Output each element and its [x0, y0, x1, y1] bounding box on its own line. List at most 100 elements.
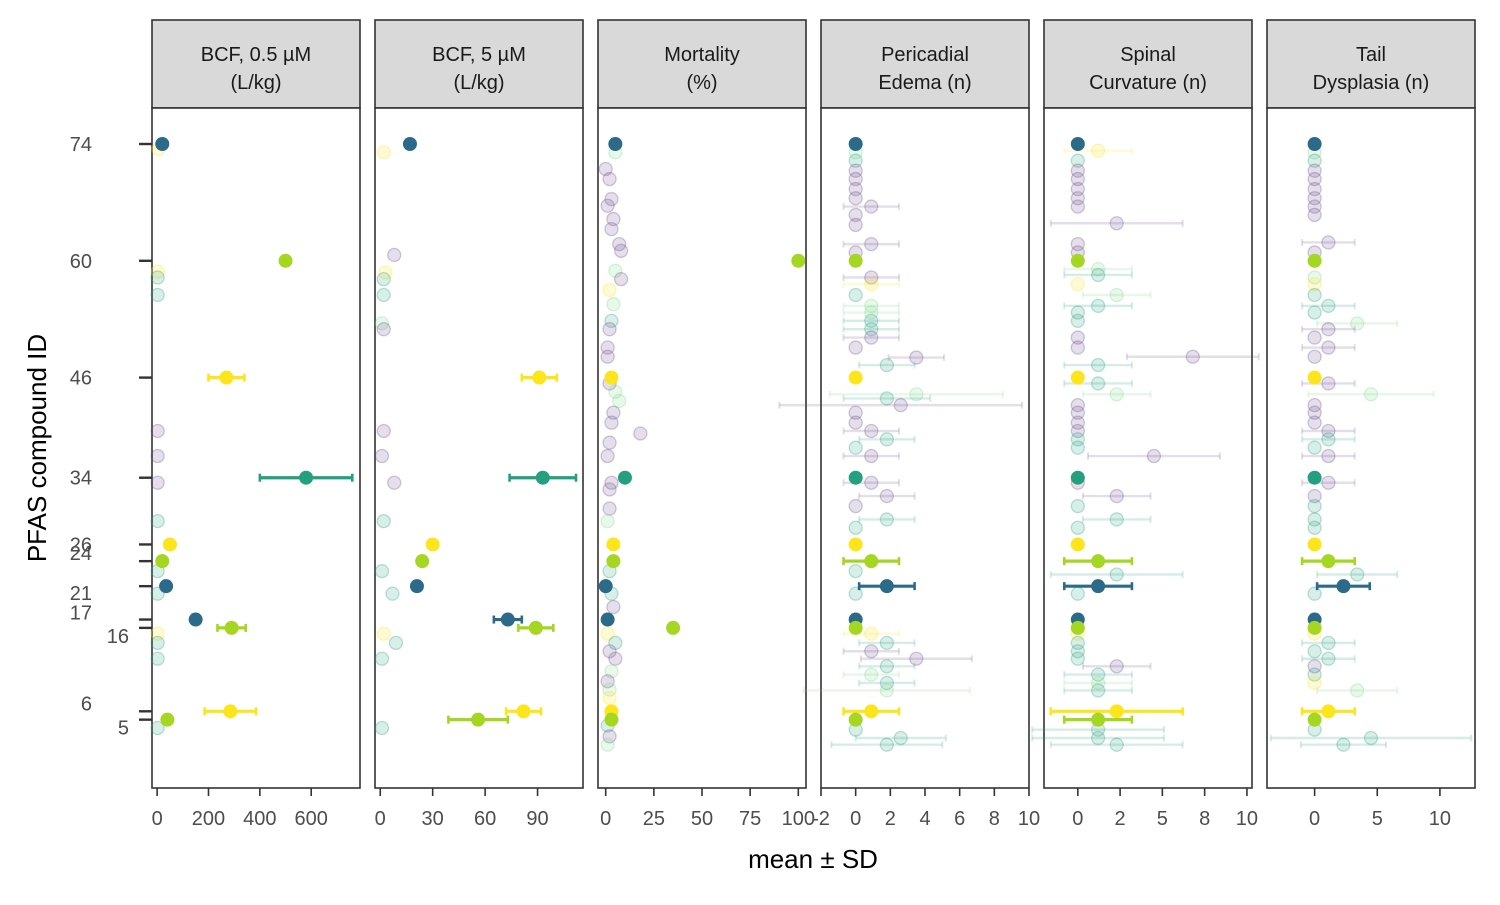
point-faded: [150, 270, 165, 285]
point-faded: [1307, 163, 1322, 178]
point-faded: [374, 651, 390, 666]
facet-title: BCF, 0.5 µM: [201, 44, 311, 66]
point-faded: [1363, 730, 1379, 746]
point-faded: [1307, 277, 1322, 292]
point-faded: [604, 415, 619, 430]
point-faded: [602, 322, 617, 337]
x-tick-label: 90: [526, 808, 548, 830]
point-faded: [879, 737, 895, 752]
point-faded: [1070, 171, 1085, 187]
point-faded: [1321, 423, 1336, 439]
point-faded: [606, 599, 621, 615]
facet-plot-area: [374, 107, 584, 789]
point: [224, 620, 239, 635]
point: [1091, 579, 1106, 594]
point-faded: [848, 163, 863, 178]
point-faded: [1307, 440, 1322, 455]
point-faded: [1070, 330, 1085, 345]
point-faded: [1307, 171, 1322, 187]
point-faded: [1321, 298, 1336, 314]
point-faded: [909, 387, 924, 402]
point: [1307, 620, 1322, 635]
point-faded: [600, 349, 615, 364]
point-faded: [150, 720, 165, 736]
point-faded: [1070, 199, 1085, 214]
point-faded: [600, 626, 615, 641]
point: [1070, 370, 1085, 385]
facet-strip: [1266, 19, 1476, 109]
facet-strip: [820, 19, 1030, 109]
point-faded: [848, 217, 863, 233]
point-faded: [1090, 298, 1106, 314]
point-faded: [1070, 305, 1085, 320]
point: [500, 612, 515, 627]
facet-title: Mortality: [664, 44, 740, 66]
point-faded: [600, 198, 615, 213]
point-faded: [848, 181, 863, 197]
y-tick-label: 24: [70, 543, 92, 565]
point: [864, 704, 879, 719]
point: [1070, 470, 1085, 485]
point-faded: [150, 651, 165, 666]
facet-panel: Spinal Curvature (n) 0 2 5 8 10: [1031, 19, 1260, 830]
point-faded: [376, 513, 391, 529]
y-tick-label: 16: [107, 626, 129, 648]
facet-strip: [151, 19, 361, 109]
point-faded: [848, 520, 863, 535]
facet-title: Pericadial: [881, 44, 969, 66]
point-faded: [1307, 498, 1322, 514]
point: [791, 253, 806, 268]
point: [1307, 253, 1322, 268]
point-faded: [1307, 349, 1322, 364]
x-tick-label: 10: [1018, 808, 1040, 830]
x-tick-label: 600: [295, 808, 328, 830]
point-faded: [150, 448, 165, 464]
point-faded: [864, 305, 879, 320]
point-faded: [376, 322, 391, 337]
point: [848, 253, 863, 268]
point-faded: [909, 651, 924, 666]
point-faded: [848, 586, 863, 601]
point-faded: [864, 322, 879, 337]
x-tick-label: 2: [1115, 808, 1126, 830]
x-axis-title: mean ± SD: [748, 844, 878, 874]
point-faded: [604, 664, 619, 679]
y-tick-label: 17: [70, 603, 92, 625]
point-faded: [879, 659, 895, 674]
point-faded: [376, 287, 391, 303]
point-faded: [1070, 635, 1085, 651]
point-faded: [864, 667, 879, 682]
point: [848, 712, 863, 727]
point: [598, 579, 613, 594]
point-faded: [1109, 567, 1124, 582]
point-faded: [1185, 349, 1200, 364]
point-faded: [1307, 397, 1322, 413]
y-tick-label: 46: [70, 368, 92, 390]
point: [1091, 712, 1106, 727]
point-faded: [150, 626, 165, 641]
point-faded: [374, 564, 390, 579]
point: [155, 137, 170, 151]
facet-panel: Pericadial Edema (n) -2 0 2 4 6 8 10: [778, 19, 1040, 830]
point-faded: [848, 440, 863, 455]
point-faded: [879, 635, 895, 651]
point-faded: [848, 207, 863, 223]
point: [528, 620, 543, 635]
point-faded: [378, 265, 393, 280]
point-faded: [909, 350, 924, 365]
point: [604, 370, 619, 385]
x-tick-label: 100: [782, 808, 815, 830]
y-tick-label: 74: [70, 134, 92, 156]
point: [532, 370, 547, 385]
point-faded: [150, 475, 165, 490]
point-faded: [1109, 387, 1124, 402]
point-faded: [600, 340, 615, 355]
point: [1307, 370, 1322, 385]
point-faded: [864, 277, 879, 292]
point-faded: [602, 482, 617, 497]
point: [617, 470, 632, 485]
point-faded: [879, 488, 895, 504]
x-tick-label: 10: [1236, 808, 1258, 830]
point-faded: [848, 415, 863, 430]
point: [516, 704, 531, 719]
